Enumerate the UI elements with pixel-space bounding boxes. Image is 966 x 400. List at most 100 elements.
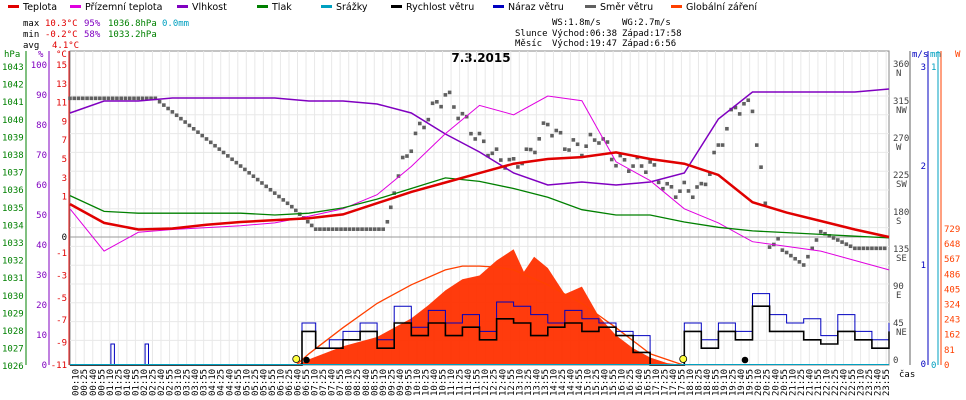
- axis-tick-hpa: 1030: [2, 292, 24, 302]
- wind-dir-point: [281, 198, 286, 202]
- axis-tick-time: 08:55: [370, 369, 380, 396]
- wind-dir-point: [733, 105, 738, 110]
- axis-tick-time: 04:55: [234, 369, 244, 396]
- stats-min-hum: 58%: [84, 30, 101, 40]
- legend-label-wind_dir: Směr větru: [600, 2, 653, 13]
- axis-tick-time: 16:40: [635, 369, 645, 396]
- axis-tick-time: 07:55: [336, 369, 346, 396]
- axis-tick-time: 07:25: [319, 369, 329, 396]
- wind-dir-point: [191, 127, 196, 131]
- axis-tick-hpa: 1029: [2, 309, 24, 319]
- axis-tick-time: 14:40: [567, 369, 577, 396]
- wind-dir-point: [541, 121, 546, 125]
- axis-tick-time: 18:55: [712, 369, 722, 396]
- wind-dir-point: [545, 122, 550, 127]
- wind-dir-point: [68, 96, 72, 101]
- wind-dir-point: [567, 148, 571, 152]
- axis-tick-w: 486: [944, 270, 960, 280]
- wind-dir-point: [334, 227, 339, 231]
- axis-tick-time: 17:55: [677, 369, 687, 396]
- axis-tick-time: 02:40: [157, 369, 167, 396]
- axis-tick-time: 18:40: [703, 369, 713, 396]
- wind-dir-point: [343, 227, 348, 231]
- wind-dir-point: [93, 96, 98, 101]
- axis-tick-hpa: 1027: [2, 345, 24, 355]
- sunset-marker: [679, 355, 688, 363]
- legend-swatch-temperature: [8, 5, 19, 8]
- axis-tick-dir-name: NW: [896, 106, 907, 116]
- wind-dir-point: [490, 151, 495, 156]
- moon-rise: Východ:19:47: [552, 39, 617, 49]
- axis-tick-dir-name: NE: [896, 328, 907, 338]
- axis-tick-time: 13:40: [532, 369, 542, 396]
- stats-min-label: min: [23, 30, 39, 40]
- axis-tick-pct: 0: [42, 361, 47, 371]
- wind-dir-point: [537, 137, 542, 141]
- axis-tick-time: 19:10: [720, 369, 730, 396]
- wind-dir-point: [217, 147, 222, 151]
- axis-tick-time: 00:55: [97, 369, 107, 396]
- axis-unit-temp: °C: [56, 50, 67, 60]
- axis-tick-time: 03:25: [183, 369, 193, 396]
- axis-tick-time: 04:10: [208, 369, 218, 396]
- axis-tick-time: 02:55: [166, 369, 176, 396]
- wind-dir-point: [200, 133, 205, 138]
- axis-unit-w: W: [955, 50, 961, 60]
- wind-dir-point: [136, 96, 141, 101]
- axis-tick-time: 09:10: [379, 369, 389, 396]
- wind-dir-point: [162, 103, 166, 107]
- axis-tick-time: 08:10: [345, 369, 355, 396]
- wind-dir-point: [716, 143, 721, 147]
- wind-dir-point: [708, 172, 712, 176]
- wind-dir-point: [381, 227, 385, 231]
- humidity-line: [69, 88, 890, 186]
- wind-dir-point: [119, 96, 123, 101]
- wind-dir-point: [673, 195, 678, 199]
- wind-dir-point: [426, 117, 431, 122]
- wind-dir-point: [149, 96, 153, 101]
- axis-tick-time: 00:10: [72, 369, 82, 396]
- radiation-measured-area: [296, 249, 684, 365]
- wind-dir-point: [712, 150, 716, 155]
- wind-dir-point: [639, 164, 644, 168]
- wind-dir-point: [486, 153, 490, 158]
- wind-dir-point: [268, 187, 273, 192]
- axis-tick-dir-name: W: [896, 143, 902, 153]
- axis-tick-time: 12:10: [481, 369, 491, 396]
- legend-label-gust: Náraz větru: [508, 2, 564, 13]
- wind-dir-point: [115, 96, 119, 101]
- axis-tick-w: 729: [944, 225, 960, 235]
- axis-tick-temp: -9: [56, 339, 67, 349]
- wind-dir-point: [481, 139, 486, 144]
- axis-tick-temp: 3: [62, 174, 67, 184]
- stats-max-rain: 0.0mm: [162, 19, 189, 29]
- legend-swatch-humidity: [177, 5, 188, 8]
- axis-tick-time: 01:10: [106, 369, 116, 396]
- axis-tick-w: 324: [944, 301, 960, 311]
- legend-label-radiation: Globální záření: [686, 2, 757, 13]
- wind-dir-point: [806, 254, 810, 259]
- wind-dir-point: [377, 227, 381, 231]
- wind-dir-point: [204, 137, 209, 141]
- wind-dir-point: [814, 238, 819, 242]
- wind-dir-point: [368, 227, 373, 231]
- axis-unit-mm: mm: [930, 50, 941, 60]
- wind-dir-point: [80, 96, 85, 101]
- wind-dir-point: [127, 96, 132, 101]
- axis-tick-time: 16:10: [618, 369, 628, 396]
- axis-unit-ms: m/s: [912, 50, 928, 60]
- axis-tick-w: 162: [944, 331, 960, 341]
- axis-tick-ms: 0: [921, 360, 926, 370]
- stats-min-temp: -0.2°C: [45, 30, 78, 40]
- axis-tick-dir-name: SE: [896, 254, 907, 264]
- axis-tick-time: 16:25: [626, 369, 636, 396]
- wind-dir-point: [76, 96, 81, 101]
- wind-dir-point: [609, 157, 614, 162]
- wind-dir-point: [878, 246, 883, 251]
- axis-tick-time: 19:55: [746, 369, 756, 396]
- wind-dir-point: [494, 147, 499, 151]
- axis-tick-hpa: 1037: [2, 169, 24, 179]
- wind-dir-point: [661, 186, 665, 191]
- legend-label-wind_speed: Rychlost větru: [406, 2, 474, 13]
- axis-tick-time: 03:55: [200, 369, 210, 396]
